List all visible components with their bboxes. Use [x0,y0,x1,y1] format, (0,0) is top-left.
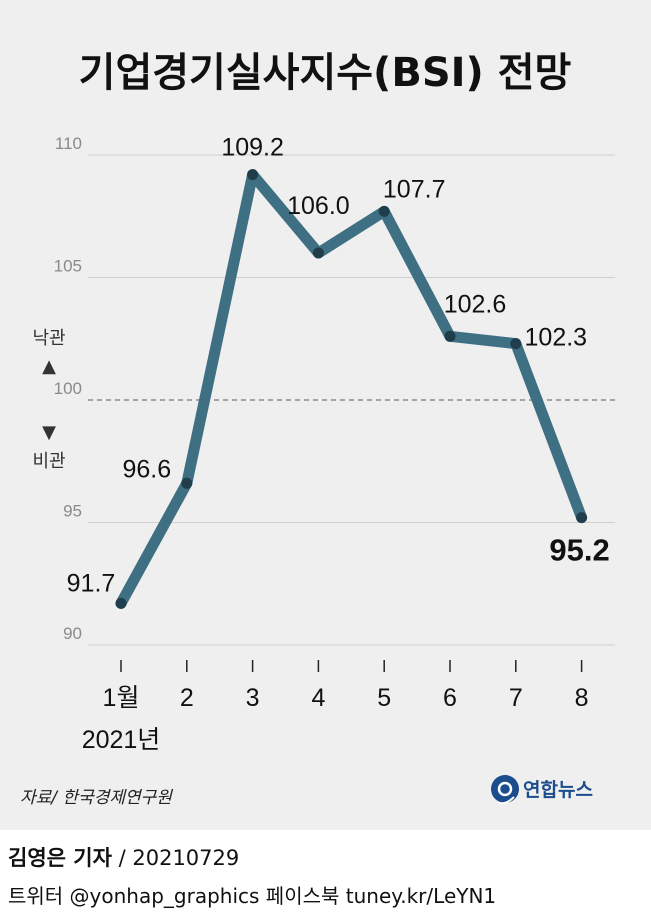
grid-lines [88,154,615,646]
y-tick-label: 95 [63,502,82,521]
source-text: 자료/ 한국경제연구원 [20,788,173,808]
data-point [181,477,193,489]
credit-line: 김영은 기자 / 20210729 [8,842,239,872]
x-tick-label: 6 [443,684,457,712]
x-axis-ticks: 1월 2 3 4 5 6 7 8 [103,660,589,712]
zone-labels: 낙관 ▲ ▼ 비관 [32,328,65,472]
pessimism-label: 비관 [32,451,65,472]
data-label: 96.6 [122,455,171,483]
x-tick-label: 7 [509,684,523,712]
data-label: 102.3 [525,324,588,352]
bsi-series-line [115,169,588,609]
optimism-label: 낙관 [32,328,65,349]
data-labels: 91.7 96.6 109.2 106.0 107.7 102.6 102.3 95.2 [67,134,610,598]
y-tick-label: 100 [54,379,82,398]
x-axis-year-label: 2021년 [82,726,161,754]
data-point [510,338,522,350]
data-point [247,169,259,181]
optimism-arrow-icon: ▲ [42,356,56,377]
data-point [312,247,324,259]
x-tick-label: 1월 [103,684,140,712]
chart-card: 기업경기실사지수(BSI) 전망 90 95 100 105 110 낙관 ▲ ▼ 비관… [0,0,651,830]
data-point [576,512,588,524]
y-tick-label: 105 [54,257,82,276]
data-point [378,205,390,217]
y-tick-label: 110 [55,134,82,153]
data-label: 95.2 [549,533,609,568]
data-point [115,597,127,609]
data-point [444,330,456,342]
chart-title: 기업경기실사지수(BSI) 전망 [79,50,572,96]
data-label: 102.6 [444,290,507,318]
credit-date: 20210729 [132,846,240,870]
yonhap-logo: 연합뉴스 [491,775,593,805]
credit-separator: / [111,846,133,870]
social-line: 트위터 @yonhap_graphics 페이스북 tuney.kr/LeYN1 [8,884,497,908]
data-label: 106.0 [287,192,350,220]
x-tick-label: 4 [311,684,325,712]
x-tick-label: 8 [575,684,589,712]
pessimism-arrow-icon: ▼ [42,422,56,443]
reporter-name: 김영은 기자 [8,846,112,870]
bsi-series [115,169,588,609]
data-label: 107.7 [383,175,446,203]
x-tick-label: 5 [377,684,391,712]
yonhap-logo-text: 연합뉴스 [523,779,593,801]
bsi-line-chart: 기업경기실사지수(BSI) 전망 90 95 100 105 110 낙관 ▲ ▼ 비관… [20,50,615,808]
footer: 김영은 기자 / 20210729 트위터 @yonhap_graphics 페… [0,830,651,918]
x-tick-label: 3 [246,684,260,712]
data-label: 109.2 [221,134,284,162]
yonhap-logo-icon [491,775,519,805]
x-tick-label: 2 [180,684,194,712]
y-tick-label: 90 [63,624,82,643]
y-axis-ticks: 90 95 100 105 110 [54,134,82,643]
data-label: 91.7 [67,569,116,597]
